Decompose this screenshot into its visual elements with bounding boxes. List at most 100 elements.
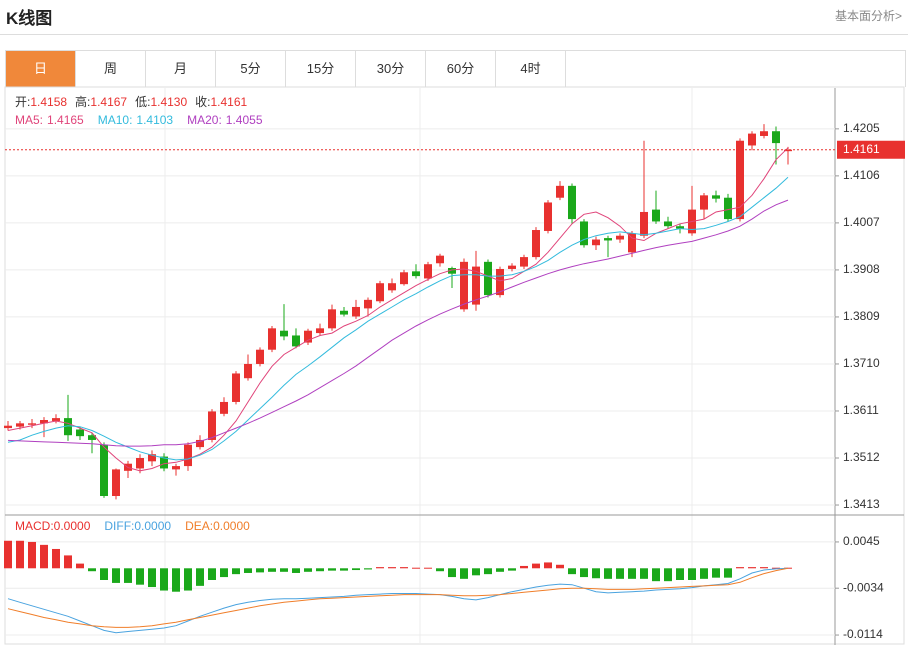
candle-body xyxy=(592,239,600,246)
info-line: 开:1.4158 高:1.4167 低:1.4130 收:1.4161 xyxy=(15,94,248,109)
macd-line xyxy=(7,567,789,634)
macd-bar xyxy=(28,541,36,569)
last-price-label: 1.4161 xyxy=(843,142,880,156)
candle-body xyxy=(316,328,324,334)
macd-bar xyxy=(196,568,204,586)
macd-bar xyxy=(652,568,660,582)
legend-name: MACD: xyxy=(15,519,54,533)
candle-body xyxy=(700,195,708,210)
candle-body xyxy=(724,197,732,220)
macd-bar xyxy=(748,567,756,569)
macd-bar xyxy=(208,568,216,580)
macd-bar xyxy=(484,568,492,575)
candle-body xyxy=(460,261,468,310)
macd-bar xyxy=(640,568,648,579)
candle-body xyxy=(304,330,312,343)
candle-body xyxy=(448,268,456,274)
legend-name: DEA: xyxy=(185,519,213,533)
candle-body xyxy=(16,423,24,427)
macd-bar xyxy=(160,568,168,591)
candle-body xyxy=(484,261,492,296)
macd-bar xyxy=(472,568,480,576)
candle-body xyxy=(88,435,96,440)
macd-bar xyxy=(772,567,780,569)
period-tab[interactable]: 4时 xyxy=(496,51,566,87)
candle-body xyxy=(280,330,288,337)
macd-bar xyxy=(184,568,192,591)
macd-bar xyxy=(76,563,84,569)
candle-body xyxy=(364,299,372,309)
candle-body xyxy=(220,401,228,414)
candle-body xyxy=(532,230,540,258)
legend-value: 1.4055 xyxy=(226,113,263,127)
candle-body xyxy=(664,221,672,227)
legend-name: MA10: xyxy=(98,113,133,127)
candle-body xyxy=(376,283,384,302)
macd-bar xyxy=(112,568,120,583)
macd-bar xyxy=(448,568,456,578)
macd-bar xyxy=(88,568,96,572)
macd-bar xyxy=(664,568,672,582)
macd-bar xyxy=(4,540,12,569)
page-title: K线图 xyxy=(6,9,53,28)
period-tab[interactable]: 60分 xyxy=(426,51,496,87)
macd-bar xyxy=(52,548,60,569)
macd-bar xyxy=(556,564,564,569)
macd-bar xyxy=(352,568,360,571)
y-tick-label: 1.3908 xyxy=(843,262,880,276)
macd-bar xyxy=(712,568,720,578)
y-tick-label: 1.3710 xyxy=(843,356,880,370)
candle-body xyxy=(424,264,432,279)
macd-bar xyxy=(568,568,576,575)
macd-bar xyxy=(700,568,708,579)
macd-bar xyxy=(316,568,324,572)
info-value: 1.4167 xyxy=(90,95,127,109)
y-tick-label: 1.4106 xyxy=(843,168,880,182)
macd-bar xyxy=(376,567,384,569)
macd-bar xyxy=(220,568,228,578)
candle-body xyxy=(508,265,516,269)
candle-body xyxy=(616,235,624,240)
period-tab[interactable]: 5分 xyxy=(216,51,286,87)
macd-bar xyxy=(592,568,600,579)
candle-body xyxy=(784,149,792,152)
y-tick-label: 1.4205 xyxy=(843,121,880,135)
candle-body xyxy=(760,131,768,136)
candle-body xyxy=(292,335,300,347)
legend-name: MA20: xyxy=(187,113,222,127)
period-tab[interactable]: 日 xyxy=(6,51,76,87)
period-tab[interactable]: 30分 xyxy=(356,51,426,87)
candle-body xyxy=(100,444,108,497)
macd-bar xyxy=(424,567,432,569)
macd-bar xyxy=(172,568,180,592)
info-value: 1.4130 xyxy=(150,95,187,109)
last-price-tag xyxy=(837,140,905,159)
analysis-link[interactable]: 基本面分析> xyxy=(834,9,902,23)
ma-line xyxy=(7,199,789,447)
macd-bar xyxy=(388,567,396,569)
period-tab[interactable]: 15分 xyxy=(286,51,356,87)
candle-body xyxy=(76,429,84,437)
macd-bar xyxy=(616,568,624,579)
macd-bar xyxy=(580,568,588,578)
candle-body xyxy=(556,185,564,198)
macd-bar xyxy=(124,568,132,583)
candle-body xyxy=(544,202,552,231)
candle-body xyxy=(40,420,48,424)
period-tab[interactable]: 周 xyxy=(76,51,146,87)
macd-bar xyxy=(436,568,444,572)
ma-line xyxy=(7,147,789,472)
macd-bar xyxy=(604,568,612,579)
period-tab[interactable]: 月 xyxy=(146,51,216,87)
y-tick-label: -0.0114 xyxy=(843,627,883,641)
macd-bar xyxy=(760,567,768,569)
y-tick-label: -0.0034 xyxy=(843,580,884,594)
macd-bar xyxy=(148,568,156,588)
candle-body xyxy=(196,439,204,448)
candle-body xyxy=(340,310,348,315)
candle-body xyxy=(244,363,252,379)
y-tick-label: 1.4007 xyxy=(843,215,880,229)
legend-value: 1.4103 xyxy=(136,113,173,127)
